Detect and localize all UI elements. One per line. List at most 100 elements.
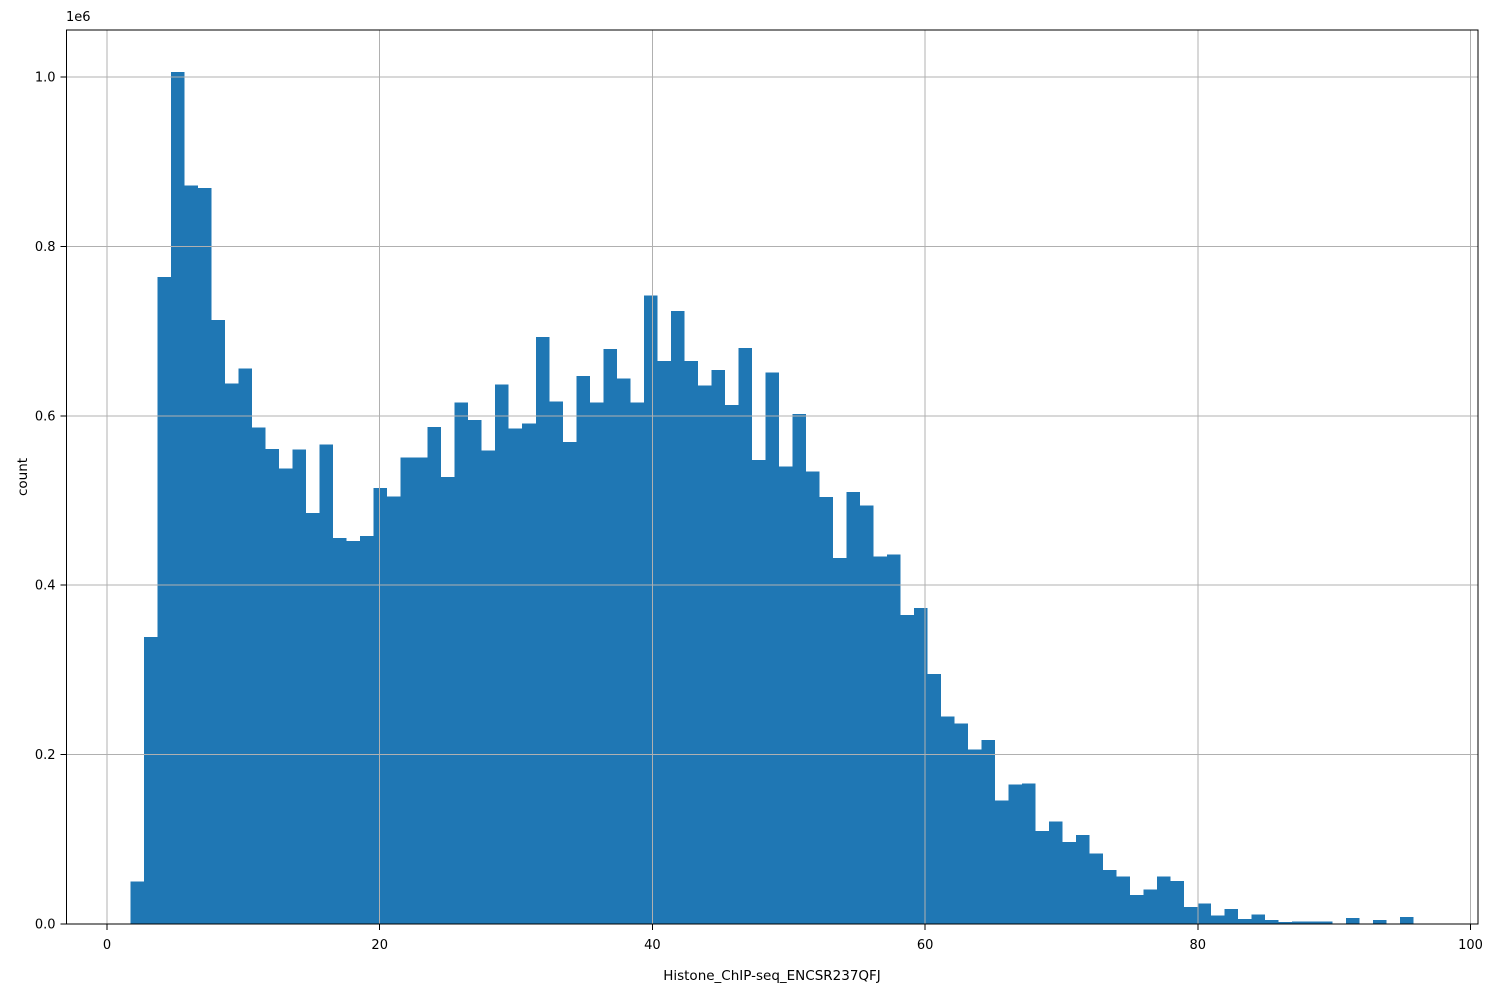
histogram-bar xyxy=(1184,907,1198,924)
x-tick-label: 20 xyxy=(371,938,388,953)
histogram-bar xyxy=(603,348,617,924)
histogram-bar xyxy=(1278,921,1293,924)
plot-spines xyxy=(66,29,1479,925)
histogram-bar xyxy=(211,320,226,925)
histogram-bar xyxy=(1224,908,1239,924)
histogram-bar xyxy=(1170,880,1185,924)
histogram-bar xyxy=(252,427,266,924)
y-tick-label: 0.4 xyxy=(35,579,56,594)
histogram-bar xyxy=(778,466,793,924)
histogram-bar xyxy=(549,401,563,924)
histogram-bar xyxy=(454,402,469,924)
histogram-bar xyxy=(1319,921,1333,924)
histogram-bar xyxy=(1238,918,1252,924)
histogram-bar xyxy=(954,723,968,924)
histogram-bar xyxy=(805,471,820,924)
histogram-bar xyxy=(873,556,887,924)
histogram-bar xyxy=(1116,876,1130,924)
histogram-bar xyxy=(981,740,995,924)
histogram-bar xyxy=(832,558,847,924)
histogram-bar xyxy=(360,536,374,924)
histogram-bar xyxy=(387,496,401,924)
histogram-bar xyxy=(346,541,361,924)
histogram-bar xyxy=(1129,895,1144,924)
histogram-bar xyxy=(900,614,914,924)
histogram-bar xyxy=(927,674,941,924)
histogram-bar xyxy=(913,608,928,924)
histogram-bar xyxy=(225,383,239,924)
histogram-bar xyxy=(967,749,982,924)
histogram-bar xyxy=(1305,921,1320,924)
y-tick-label: 0.8 xyxy=(35,240,56,255)
histogram-bar xyxy=(144,636,158,924)
y-tick-label: 0.6 xyxy=(35,409,56,424)
histogram-bar xyxy=(279,468,293,924)
histogram-bar xyxy=(738,348,752,924)
histogram-bar xyxy=(1400,917,1414,924)
histogram-bar xyxy=(535,337,550,924)
histogram-bar xyxy=(481,450,496,924)
histogram-bar xyxy=(198,187,212,924)
y-tick-label: 0.2 xyxy=(35,748,56,763)
histogram-bar xyxy=(1373,919,1387,924)
histogram-bar xyxy=(495,384,509,925)
histogram-bar xyxy=(1089,853,1103,924)
histogram-bar xyxy=(994,800,1009,924)
tick-labels-layer: 0 20 40 60 80 100 0.0 0.2 0.4 0.6 0.8 1.0 xyxy=(35,71,1483,953)
histogram-bar xyxy=(468,420,482,924)
histogram-bar xyxy=(616,378,631,924)
histogram-bar xyxy=(711,370,725,924)
histogram-bar xyxy=(630,402,644,924)
histogram-bar xyxy=(1211,915,1225,924)
y-axis-label: count xyxy=(15,458,31,496)
histogram-bar xyxy=(441,476,455,924)
x-tick-label: 80 xyxy=(1190,938,1207,953)
histogram-bar xyxy=(400,457,415,924)
x-tick-label: 60 xyxy=(917,938,934,953)
histogram-bar xyxy=(333,537,347,924)
x-tick-label: 100 xyxy=(1458,938,1483,953)
histogram-bar xyxy=(724,404,739,924)
histogram-bar xyxy=(238,368,253,924)
histogram-bar xyxy=(819,497,833,924)
histogram-bar xyxy=(265,448,280,924)
histogram-bar xyxy=(940,716,955,924)
histogram-bar xyxy=(184,185,199,925)
histogram-bar xyxy=(1021,783,1036,924)
histogram-bar xyxy=(1197,903,1212,924)
histogram-bar xyxy=(657,360,671,924)
histogram-bar xyxy=(643,295,658,924)
histogram-bar xyxy=(427,426,442,924)
histogram-bar xyxy=(589,402,604,924)
histogram-bar xyxy=(157,276,172,924)
histogram-bar xyxy=(1157,876,1171,924)
histogram-bar xyxy=(697,385,712,924)
histogram-bar xyxy=(886,554,901,924)
y-axis-offset-text: 1e6 xyxy=(66,10,91,25)
histogram-bar xyxy=(1062,841,1076,924)
histogram-bar xyxy=(319,444,334,924)
histogram-bar xyxy=(846,492,860,924)
histogram-bar xyxy=(373,487,388,924)
histogram-bar xyxy=(1292,921,1306,924)
histogram-bar xyxy=(522,423,536,924)
y-tick-label: 0.0 xyxy=(35,918,56,933)
histogram-bar xyxy=(859,505,874,924)
histogram-bar xyxy=(765,372,779,924)
histogram-bar xyxy=(1075,835,1090,924)
x-axis-label: Histone_ChIP-seq_ENCSR237QFJ xyxy=(663,968,881,984)
x-tick-label: 40 xyxy=(644,938,661,953)
histogram-bar xyxy=(1251,914,1266,924)
histogram-bar xyxy=(292,449,307,924)
histogram-bar xyxy=(1048,821,1063,924)
histogram-bar xyxy=(414,457,428,924)
y-tick-label: 1.0 xyxy=(35,71,56,86)
histogram-bar xyxy=(1035,830,1049,924)
histogram-bar xyxy=(670,310,685,924)
histogram-bar xyxy=(562,442,577,924)
histogram-bar xyxy=(576,376,590,924)
histogram-bar xyxy=(1265,919,1279,924)
histogram-bar xyxy=(1346,918,1360,924)
